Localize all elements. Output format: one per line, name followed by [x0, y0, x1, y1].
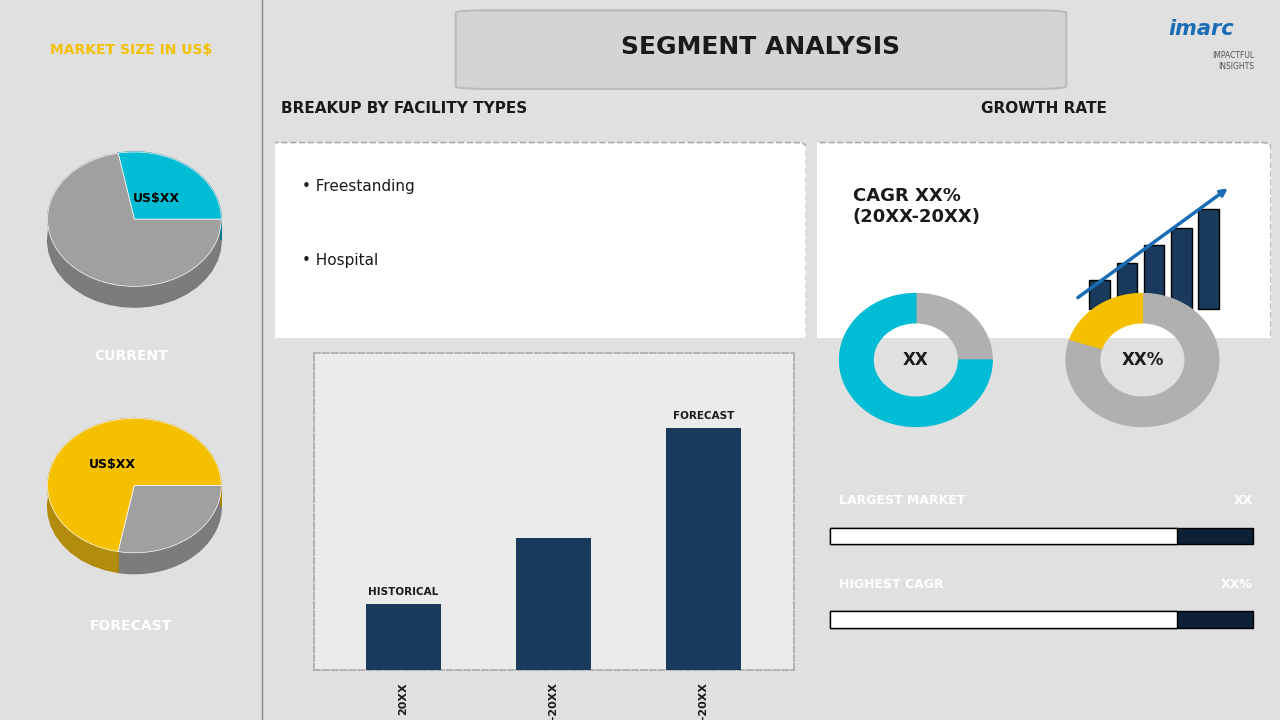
Text: XX%: XX%	[1221, 577, 1253, 590]
FancyBboxPatch shape	[831, 528, 1253, 544]
Polygon shape	[47, 418, 221, 552]
Polygon shape	[118, 485, 221, 553]
Text: HIGHEST CAGR: HIGHEST CAGR	[840, 577, 943, 590]
FancyBboxPatch shape	[831, 528, 1176, 544]
FancyBboxPatch shape	[808, 143, 1271, 343]
Text: XX: XX	[902, 351, 929, 369]
Text: 20XX: 20XX	[398, 683, 408, 715]
Text: US$XX: US$XX	[88, 459, 136, 472]
FancyBboxPatch shape	[831, 611, 1176, 628]
Polygon shape	[1070, 294, 1142, 348]
Polygon shape	[118, 152, 221, 219]
Text: FORECAST: FORECAST	[90, 619, 173, 634]
FancyBboxPatch shape	[1144, 246, 1165, 309]
Text: 20XX-20XX: 20XX-20XX	[699, 683, 709, 720]
Text: CAGR XX%
(20XX-20XX): CAGR XX% (20XX-20XX)	[852, 186, 980, 225]
Text: LARGEST MARKET: LARGEST MARKET	[840, 494, 965, 507]
Text: XX: XX	[1234, 494, 1253, 507]
Text: CURRENT: CURRENT	[95, 349, 168, 364]
Polygon shape	[47, 418, 221, 572]
Text: HISTORICAL: HISTORICAL	[369, 587, 439, 597]
Polygon shape	[840, 294, 992, 426]
Text: MARKET SIZE IN US$: MARKET SIZE IN US$	[50, 43, 212, 57]
Polygon shape	[916, 294, 992, 360]
Polygon shape	[118, 152, 221, 240]
Text: US$XX: US$XX	[133, 192, 180, 205]
Text: • Hospital: • Hospital	[302, 253, 378, 268]
Polygon shape	[47, 153, 221, 307]
Polygon shape	[118, 485, 221, 574]
Polygon shape	[47, 153, 221, 287]
Text: GROWTH RATE: GROWTH RATE	[980, 101, 1107, 116]
FancyBboxPatch shape	[265, 143, 806, 343]
Bar	[366, 603, 442, 670]
FancyBboxPatch shape	[1171, 228, 1192, 309]
Bar	[666, 428, 741, 670]
Text: IMPACTFUL
INSIGHTS: IMPACTFUL INSIGHTS	[1212, 52, 1254, 71]
Text: imarc: imarc	[1169, 19, 1234, 39]
Text: SEGMENT ANALYSIS: SEGMENT ANALYSIS	[622, 35, 901, 59]
FancyBboxPatch shape	[1089, 279, 1110, 309]
FancyBboxPatch shape	[456, 10, 1066, 89]
FancyBboxPatch shape	[1116, 263, 1137, 309]
Text: XX%: XX%	[1121, 351, 1164, 369]
Text: • Freestanding: • Freestanding	[302, 179, 415, 194]
Polygon shape	[1066, 294, 1219, 426]
Text: 20XX-20XX: 20XX-20XX	[549, 683, 558, 720]
Text: BREAKUP BY FACILITY TYPES: BREAKUP BY FACILITY TYPES	[280, 101, 527, 116]
Bar	[516, 538, 591, 670]
Text: FORECAST: FORECAST	[673, 411, 735, 421]
FancyBboxPatch shape	[1198, 209, 1219, 309]
FancyBboxPatch shape	[831, 611, 1253, 628]
